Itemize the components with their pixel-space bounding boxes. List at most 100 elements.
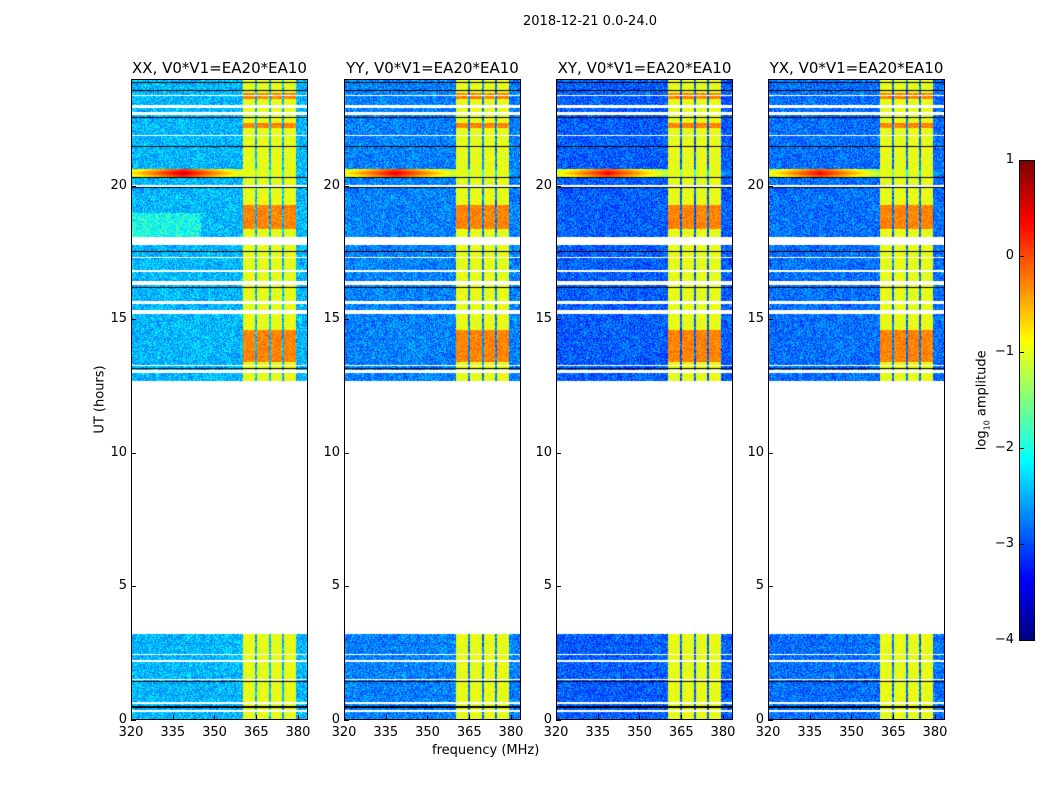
y-tick-mark	[344, 586, 349, 588]
x-tick-mark	[722, 715, 724, 720]
y-tick-label: 5	[755, 578, 764, 594]
y-tick-mark	[131, 586, 136, 588]
x-tick-label: 365	[243, 725, 269, 740]
colorbar-tick-label: −2	[994, 440, 1014, 455]
x-tick-mark	[256, 715, 258, 720]
x-tick-mark	[681, 715, 683, 720]
y-tick-mark	[556, 452, 561, 454]
colorbar-tick-mark	[1019, 544, 1024, 545]
y-tick-label: 5	[118, 578, 127, 594]
colorbar-tick-mark	[1019, 352, 1024, 353]
x-tick-label: 335	[160, 725, 186, 740]
colorbar-label-sub: 10	[982, 420, 992, 431]
colorbar	[1019, 160, 1035, 641]
y-tick-mark	[344, 452, 349, 454]
y-tick-mark	[556, 319, 561, 321]
y-tick-mark	[131, 185, 136, 187]
x-tick-mark	[809, 715, 811, 720]
y-tick-label: 20	[110, 177, 127, 193]
spectrogram-panel-0	[131, 79, 308, 720]
x-tick-mark	[851, 715, 853, 720]
y-tick-label: 15	[747, 311, 764, 327]
x-tick-label: 350	[627, 725, 652, 740]
colorbar-tick-label: −4	[994, 632, 1014, 647]
x-tick-label: 335	[797, 725, 823, 740]
colorbar-label-rest: amplitude	[974, 350, 990, 421]
x-tick-mark	[214, 715, 216, 720]
y-tick-label: 0	[543, 712, 552, 727]
colorbar-tick-label: −3	[994, 536, 1014, 551]
y-tick-label: 15	[110, 311, 127, 327]
y-tick-label: 20	[535, 177, 552, 193]
x-tick-mark	[510, 715, 512, 720]
y-tick-label: 10	[747, 444, 764, 460]
panel-title: XY, V0*V1=EA20*EA10	[557, 59, 732, 77]
x-axis-label: frequency (MHz)	[432, 743, 540, 758]
colorbar-tick-mark	[1019, 256, 1024, 257]
x-tick-mark	[385, 715, 387, 720]
y-tick-label: 20	[323, 177, 340, 193]
y-tick-label: 15	[323, 311, 340, 327]
x-tick-mark	[297, 715, 299, 720]
spectrogram-heatmap	[345, 80, 520, 719]
y-tick-mark	[768, 586, 773, 588]
y-tick-mark	[556, 586, 561, 588]
colorbar-tick-label: 0	[1005, 248, 1014, 263]
x-tick-label: 380	[285, 725, 311, 740]
x-tick-label: 380	[710, 725, 736, 740]
spectrogram-heatmap	[557, 80, 732, 719]
x-tick-label: 365	[668, 725, 694, 740]
y-tick-mark	[131, 452, 136, 454]
x-tick-mark	[556, 715, 557, 720]
spectrogram-heatmap	[132, 80, 307, 719]
y-tick-mark	[344, 185, 349, 187]
y-tick-mark	[768, 720, 773, 721]
y-tick-mark	[131, 319, 136, 321]
x-tick-label: 335	[585, 725, 611, 740]
y-axis-label: UT (hours)	[92, 365, 108, 434]
x-tick-label: 320	[118, 725, 144, 740]
colorbar-tick-mark	[1019, 640, 1024, 641]
x-tick-mark	[597, 715, 599, 720]
x-tick-label: 350	[415, 725, 440, 740]
colorbar-tick-label: −1	[994, 344, 1014, 359]
x-tick-mark	[427, 715, 429, 720]
y-tick-label: 15	[535, 311, 552, 327]
x-tick-label: 320	[331, 725, 357, 740]
x-tick-mark	[172, 715, 174, 720]
y-tick-mark	[344, 720, 349, 721]
y-tick-mark	[556, 720, 561, 721]
x-tick-label: 335	[373, 725, 399, 740]
y-tick-mark	[768, 452, 773, 454]
colorbar-tick-label: 1	[1005, 152, 1014, 167]
spectrogram-panel-3	[768, 79, 945, 720]
x-tick-mark	[639, 715, 641, 720]
panel-title: YY, V0*V1=EA20*EA10	[346, 59, 519, 77]
panel-title: XX, V0*V1=EA20*EA10	[132, 59, 307, 77]
x-tick-label: 365	[880, 725, 906, 740]
spectrogram-panel-2	[556, 79, 733, 720]
colorbar-tick-mark	[1019, 160, 1024, 161]
panel-title: YX, V0*V1=EA20*EA10	[769, 59, 944, 77]
spectrogram-panel-1	[344, 79, 521, 720]
x-tick-label: 350	[839, 725, 864, 740]
x-tick-mark	[344, 715, 345, 720]
y-tick-mark	[344, 319, 349, 321]
x-tick-mark	[934, 715, 936, 720]
y-tick-label: 0	[331, 712, 340, 727]
y-tick-mark	[768, 185, 773, 187]
y-tick-mark	[556, 185, 561, 187]
x-tick-label: 380	[498, 725, 524, 740]
y-tick-label: 0	[755, 712, 764, 727]
y-tick-label: 20	[747, 177, 764, 193]
y-tick-mark	[131, 720, 136, 721]
figure-title: 2018-12-21 0.0-24.0	[523, 14, 657, 29]
x-tick-mark	[768, 715, 769, 720]
colorbar-tick-mark	[1019, 448, 1024, 449]
x-tick-label: 350	[202, 725, 227, 740]
y-tick-label: 10	[110, 444, 127, 460]
colorbar-gradient	[1020, 161, 1034, 640]
y-tick-label: 10	[323, 444, 340, 460]
y-tick-label: 0	[118, 712, 127, 727]
